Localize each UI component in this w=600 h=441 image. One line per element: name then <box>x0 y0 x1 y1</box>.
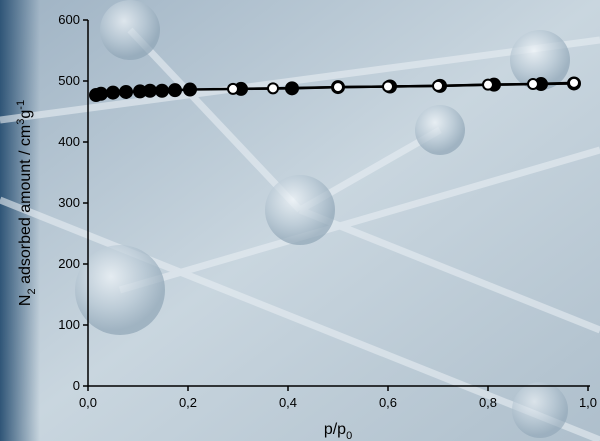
label-part: -1 <box>15 100 27 110</box>
data-point <box>227 82 239 95</box>
data-point <box>119 84 133 99</box>
y-tick-label: 0 <box>73 378 80 393</box>
data-point <box>168 83 182 98</box>
label-part: 3 <box>15 119 27 125</box>
label-part: N <box>17 295 34 307</box>
series-line <box>232 81 575 91</box>
label-part: 2 <box>26 288 38 294</box>
y-tick-label: 400 <box>58 134 80 149</box>
y-tick-label: 300 <box>58 195 80 210</box>
data-point <box>568 76 580 89</box>
data-point <box>332 81 344 94</box>
x-tick-label: 0,4 <box>279 395 297 410</box>
data-point <box>183 82 197 97</box>
x-axis-label: p/p0 <box>324 421 352 441</box>
data-point <box>94 86 108 101</box>
x-tick-label: 0,6 <box>379 395 397 410</box>
y-tick-label: 200 <box>58 256 80 271</box>
x-tick-label: 0,0 <box>79 395 97 410</box>
y-tick-label: 100 <box>58 317 80 332</box>
y-tick-label: 600 <box>58 12 80 27</box>
label-part: p/p <box>324 421 346 438</box>
data-point <box>527 78 539 91</box>
x-tick-label: 1,0 <box>579 395 597 410</box>
label-part: adsorbed amount / cm <box>17 125 34 289</box>
data-point <box>267 82 279 95</box>
x-tick-label: 0,2 <box>179 395 197 410</box>
data-point <box>143 83 157 98</box>
y-axis-label: N2 adsorbed amount / cm3g-1 <box>15 100 38 306</box>
label-part: g <box>17 110 34 119</box>
x-tick-label: 0,8 <box>479 395 497 410</box>
data-point <box>382 80 394 93</box>
data-point <box>432 79 444 92</box>
y-tick-label: 500 <box>58 73 80 88</box>
data-point <box>285 81 299 96</box>
label-part: 0 <box>346 430 352 441</box>
data-point <box>155 83 169 98</box>
data-point <box>106 85 120 100</box>
data-point <box>482 78 494 91</box>
